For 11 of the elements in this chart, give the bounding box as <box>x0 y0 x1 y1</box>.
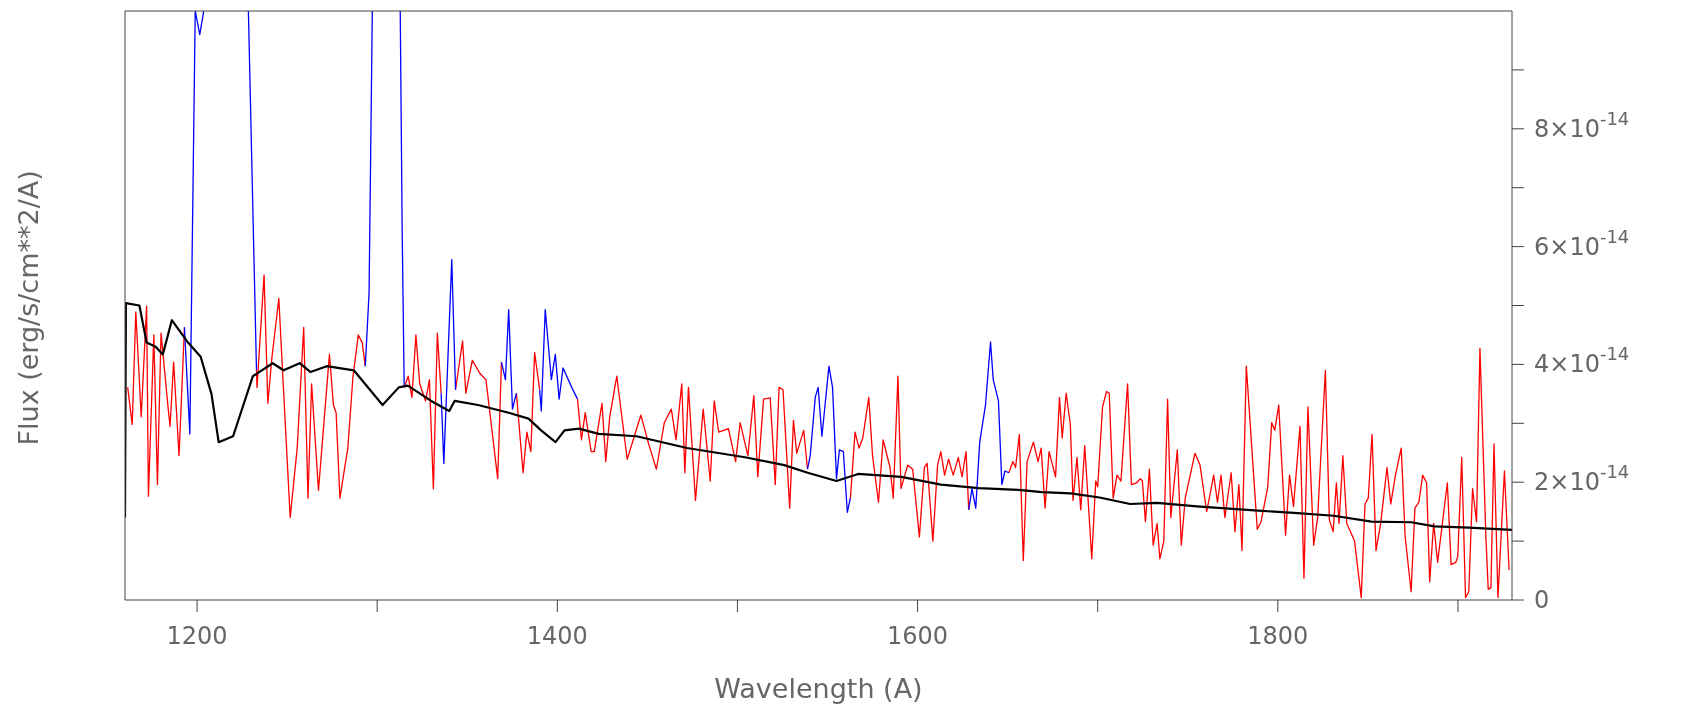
y-tick-label: 8×10$^{-14}$ <box>1534 107 1630 143</box>
x-tick-label: 1400 <box>526 622 588 650</box>
y-tick-label: 6×10$^{-14}$ <box>1534 225 1630 261</box>
y-tick-label: 4×10$^{-14}$ <box>1534 343 1630 379</box>
y-tick-label: 2×10$^{-14}$ <box>1534 461 1630 497</box>
y-tick-label: 0 <box>1534 586 1550 614</box>
x-tick-label: 1200 <box>166 622 228 650</box>
x-axis-title: Wavelength (A) <box>714 673 923 704</box>
y-axis-title: Flux (erg/s/cm**2/A) <box>12 170 44 446</box>
x-tick-label: 1800 <box>1247 622 1309 650</box>
x-tick-label: 1600 <box>887 622 949 650</box>
